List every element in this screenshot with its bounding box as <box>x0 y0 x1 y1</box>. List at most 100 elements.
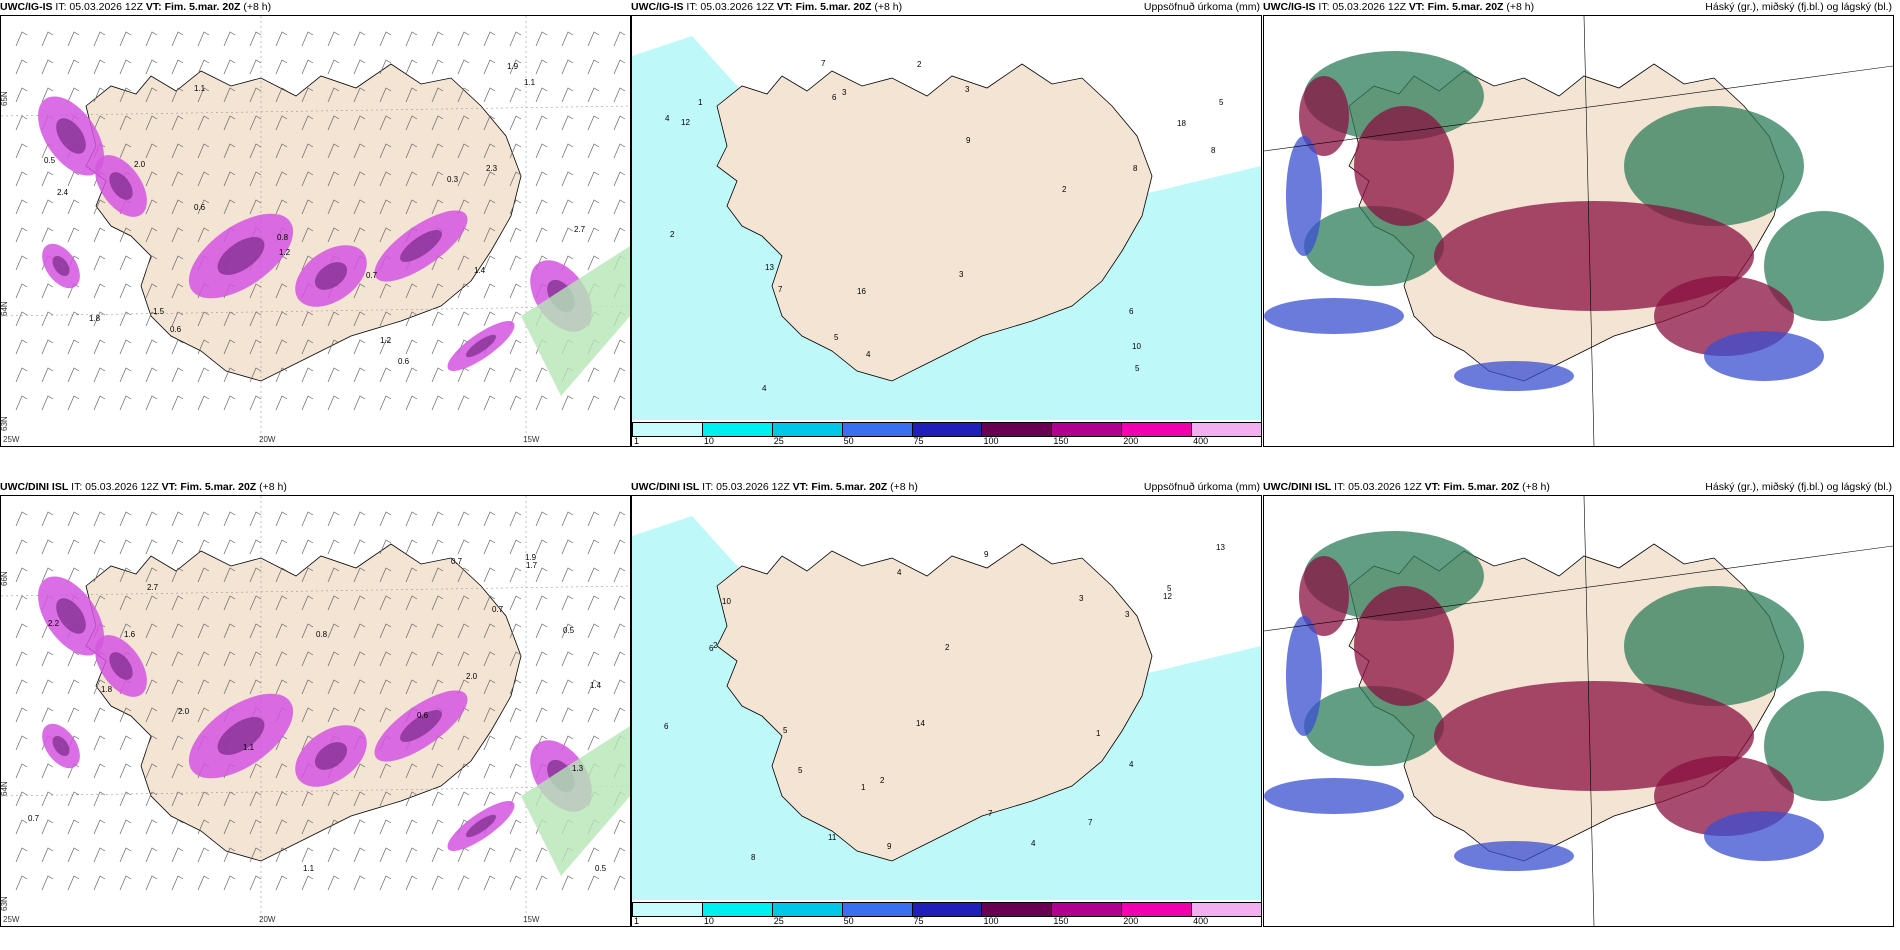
map-canvas <box>1264 16 1893 446</box>
latitude-label: 64N <box>1 781 9 796</box>
value-label: 1.3 <box>572 764 584 773</box>
field-description: Uppsöfnuð úrkoma (mm) <box>1143 481 1260 493</box>
colorbar: 1 10 25 50 75 100 150 200 400 <box>632 900 1261 926</box>
colorbar-label: 100 <box>983 916 999 926</box>
value-label: 0.6 <box>170 325 182 334</box>
value-label: 5 <box>1219 98 1224 107</box>
map-frame: 66N 64N 63N 20W 15W 25W 0.6 1.9 1.1 1.6 2.0 1.1 2.7 0… <box>0 495 631 927</box>
value-label: 4 <box>897 568 902 577</box>
value-label: 0.8 <box>277 233 289 242</box>
colorbar-swatch <box>1051 902 1123 917</box>
value-label: 10 <box>722 597 731 606</box>
value-label: 18 <box>1177 119 1186 128</box>
value-label: 11 <box>828 833 837 842</box>
colorbar: 1 10 25 50 75 100 150 200 400 <box>632 420 1261 446</box>
value-label: 1 <box>698 98 703 107</box>
latitude-label: 66N <box>1 571 9 586</box>
value-label: 1.2 <box>380 336 392 345</box>
colorbar-swatch <box>981 902 1053 917</box>
cloud-area <box>1299 556 1349 636</box>
colorbar-swatch <box>1121 422 1193 437</box>
colorbar-label: 150 <box>1053 436 1069 446</box>
colorbar-swatch <box>1191 902 1261 917</box>
init-time: IT: 05.03.2026 12Z <box>1334 481 1422 493</box>
lead-time: (+8 h) <box>1506 1 1535 13</box>
cloud-area <box>1286 616 1322 736</box>
init-time: IT: 05.03.2026 12Z <box>1318 1 1406 13</box>
cloud-area <box>1624 106 1804 226</box>
longitude-label: 15W <box>523 435 540 444</box>
colorbar-label: 75 <box>913 916 924 926</box>
cloud-area <box>1264 778 1404 814</box>
value-label: 6 <box>709 644 714 653</box>
colorbar-label: 50 <box>843 436 854 446</box>
value-label: 9 <box>966 136 971 145</box>
lead-time: (+8 h) <box>243 1 272 13</box>
value-label: 1.1 <box>524 78 536 87</box>
value-label: 8 <box>1211 146 1216 155</box>
colorbar-swatch <box>911 422 983 437</box>
value-label: 2 <box>917 60 922 69</box>
map-panel-2: UWC/IG-IS IT: 05.03.2026 12Z VT: Fim. 5.… <box>631 0 1262 447</box>
value-label: 0.5 <box>595 864 607 873</box>
value-label: 1.9 <box>525 553 537 562</box>
value-label: 4 <box>866 350 871 359</box>
init-time: IT: 05.03.2026 12Z <box>702 481 790 493</box>
value-label: 2.0 <box>134 160 146 169</box>
value-label: 7 <box>988 809 993 818</box>
colorbar-swatch <box>632 902 703 917</box>
cloud-area <box>1434 201 1754 311</box>
panel-header: UWC/IG-IS IT: 05.03.2026 12Z VT: Fim. 5.… <box>631 0 1262 14</box>
value-label: 2.7 <box>574 225 586 234</box>
value-label: 0.5 <box>563 626 575 635</box>
value-label: 0.6 <box>398 357 410 366</box>
value-label: 0.6 <box>194 203 206 212</box>
value-label: 1.4 <box>590 681 602 690</box>
field-description: Háský (gr.), miðský (fj.bl.) og lágský (… <box>1705 481 1892 493</box>
colorbar-label: 400 <box>1193 436 1209 446</box>
cloud-area <box>1764 691 1884 801</box>
value-labels: 0.6 1.9 1.1 1.6 2.0 1.1 2.7 0.5 2.2 1.8 1.7 0.7 2.0 0… <box>28 553 607 873</box>
value-label: 1.7 <box>526 561 538 570</box>
cloud-area <box>1354 106 1454 226</box>
value-label: 2.0 <box>466 672 478 681</box>
lead-time: (+8 h) <box>874 1 903 13</box>
value-label: 5 <box>783 726 788 735</box>
value-label: 0.7 <box>451 557 463 566</box>
value-label: 1 <box>1096 729 1101 738</box>
map-frame: 65N 64N 63N 20W 15W 25W 0.6 1.1 1.5 2.0 2.3 1.2 2.7 0… <box>0 15 631 447</box>
colorbar-label: 200 <box>1123 916 1139 926</box>
value-label: 0.3 <box>447 175 459 184</box>
colorbar-swatch <box>771 422 843 437</box>
cloud-area <box>1624 586 1804 706</box>
map-panel-1: UWC/IG-IS IT: 05.03.2026 12Z VT: Fim. 5.… <box>0 0 631 447</box>
lead-time: (+8 h) <box>1522 481 1550 493</box>
value-label: 2.0 <box>178 707 190 716</box>
value-label: 6 <box>832 93 837 102</box>
cloud-area <box>1304 531 1484 621</box>
model-name: UWC/DINI ISL <box>0 481 69 493</box>
value-label: 13 <box>765 263 774 272</box>
map-panel-3: UWC/IG-IS IT: 05.03.2026 12Z VT: Fim. 5.… <box>1263 0 1894 447</box>
value-label: 1.8 <box>101 685 113 694</box>
latitude-label: 64N <box>1 301 9 316</box>
colorbar-label: 150 <box>1053 916 1069 926</box>
value-label: 0.7 <box>366 271 378 280</box>
init-time: IT: 05.03.2026 12Z <box>71 481 159 493</box>
value-label: 4 <box>665 114 670 123</box>
value-label: 4 <box>1031 839 1036 848</box>
iceland-landmass <box>85 543 522 862</box>
value-label: 7 <box>778 285 783 294</box>
lead-time: (+8 h) <box>259 481 287 493</box>
valid-time: VT: Fim. 5.mar. 20Z <box>776 1 872 13</box>
value-label: 3 <box>842 88 847 97</box>
cloud-area <box>1304 206 1444 286</box>
value-label: 1.1 <box>194 84 206 93</box>
map-panel-6: UWC/DINI ISL IT: 05.03.2026 12Z VT: Fim.… <box>1263 480 1894 927</box>
colorbar-swatch <box>771 902 843 917</box>
colorbar-label: 1 <box>634 916 640 926</box>
longitude-label: 25W <box>3 915 20 924</box>
value-label: 1.1 <box>243 743 255 752</box>
